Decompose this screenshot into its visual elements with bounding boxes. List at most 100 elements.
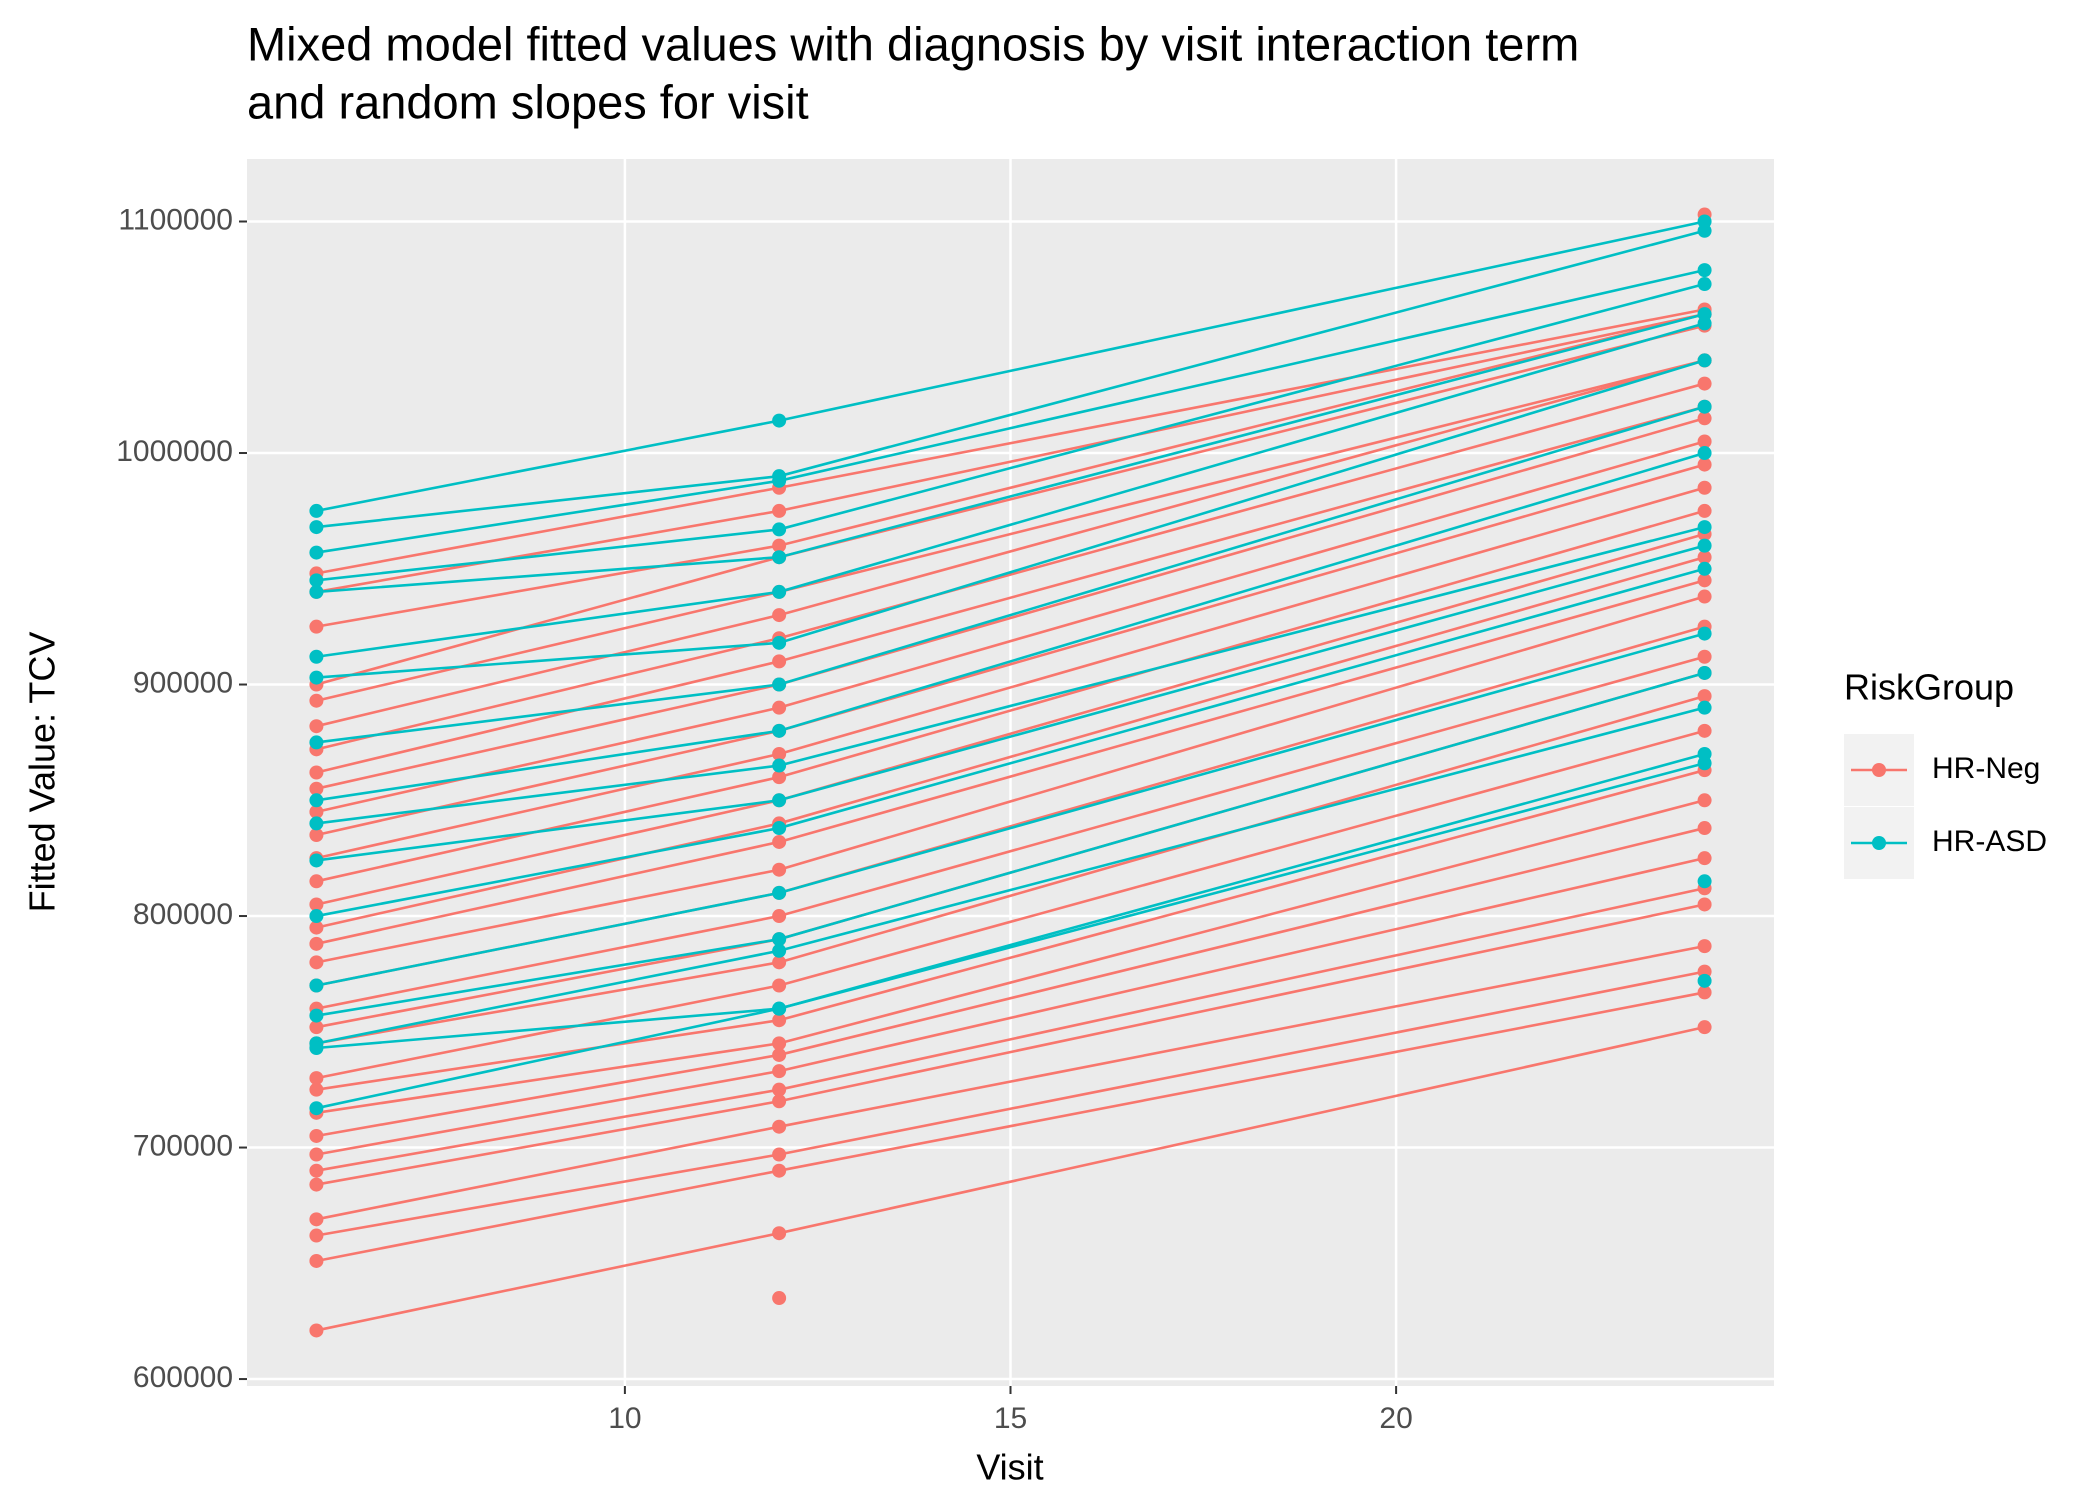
point xyxy=(772,1082,787,1097)
point xyxy=(772,1163,787,1178)
point xyxy=(1697,376,1712,391)
point xyxy=(1697,689,1712,704)
point xyxy=(1697,457,1712,472)
point xyxy=(309,853,324,868)
chart-title: Mixed model fitted values with diagnosis… xyxy=(247,17,1579,70)
point xyxy=(772,608,787,623)
point xyxy=(309,828,324,843)
point xyxy=(772,885,787,900)
point xyxy=(772,550,787,565)
point xyxy=(309,1147,324,1162)
point xyxy=(1697,561,1712,576)
point xyxy=(309,670,324,685)
y-tick-label: 1000000 xyxy=(116,435,233,468)
point xyxy=(309,1008,324,1023)
point xyxy=(772,413,787,428)
legend-point xyxy=(1872,836,1886,850)
legend-title: RiskGroup xyxy=(1844,667,2014,708)
point xyxy=(309,693,324,708)
point xyxy=(772,1064,787,1079)
point xyxy=(309,936,324,951)
point xyxy=(1697,550,1712,565)
point xyxy=(309,897,324,912)
point xyxy=(1697,939,1712,954)
point xyxy=(309,573,324,588)
point xyxy=(309,619,324,634)
point xyxy=(309,920,324,935)
point xyxy=(309,545,324,560)
point xyxy=(309,1228,324,1243)
point xyxy=(772,862,787,877)
point xyxy=(772,943,787,958)
point xyxy=(309,1212,324,1227)
point xyxy=(309,520,324,535)
point xyxy=(1697,277,1712,292)
legend: HR-Neg HR-ASD xyxy=(1844,734,2047,879)
point xyxy=(1697,985,1712,1000)
point xyxy=(772,978,787,993)
point xyxy=(1697,316,1712,331)
point xyxy=(772,909,787,924)
point xyxy=(772,1013,787,1028)
point xyxy=(309,804,324,819)
point xyxy=(1697,874,1712,889)
point xyxy=(772,584,787,599)
point xyxy=(772,1001,787,1016)
point xyxy=(309,1253,324,1268)
y-tick-label: 600000 xyxy=(133,1361,233,1394)
y-tick-label: 800000 xyxy=(133,898,233,931)
point xyxy=(772,1147,787,1162)
point xyxy=(1697,897,1712,912)
point xyxy=(772,654,787,669)
point xyxy=(1697,665,1712,680)
point xyxy=(1697,446,1712,461)
point xyxy=(1697,626,1712,641)
point xyxy=(772,1291,787,1306)
y-tick-label: 700000 xyxy=(133,1129,233,1162)
point xyxy=(772,1094,787,1109)
point xyxy=(772,473,787,488)
point xyxy=(309,1071,324,1086)
point xyxy=(772,746,787,761)
point xyxy=(772,770,787,785)
y-tick-label: 900000 xyxy=(133,666,233,699)
point xyxy=(772,700,787,715)
x-tick-label: 15 xyxy=(994,1402,1027,1435)
point xyxy=(309,1177,324,1192)
point xyxy=(309,874,324,889)
point xyxy=(772,955,787,970)
chart-title: and random slopes for visit xyxy=(247,75,809,128)
point xyxy=(1697,700,1712,715)
point xyxy=(309,793,324,808)
point xyxy=(1697,503,1712,518)
point xyxy=(772,677,787,692)
point xyxy=(772,635,787,650)
point xyxy=(1697,538,1712,553)
point xyxy=(309,584,324,599)
point xyxy=(772,793,787,808)
legend-label: HR-ASD xyxy=(1932,825,2047,858)
point xyxy=(309,978,324,993)
x-axis-title: Visit xyxy=(976,1447,1043,1488)
point xyxy=(1697,793,1712,808)
y-tick-label: 1100000 xyxy=(118,203,233,236)
point xyxy=(309,1040,324,1055)
point xyxy=(309,909,324,924)
point xyxy=(1697,520,1712,535)
point xyxy=(772,1047,787,1062)
point xyxy=(772,522,787,537)
point xyxy=(309,955,324,970)
point xyxy=(309,1163,324,1178)
point xyxy=(309,1128,324,1143)
point xyxy=(1697,263,1712,278)
point xyxy=(772,821,787,836)
point xyxy=(309,735,324,750)
point xyxy=(772,1119,787,1134)
y-axis-title: Fitted Value: TCV xyxy=(22,632,63,913)
point xyxy=(772,834,787,849)
point xyxy=(1697,973,1712,988)
point xyxy=(1697,723,1712,738)
point xyxy=(309,1323,324,1338)
point xyxy=(1697,851,1712,866)
